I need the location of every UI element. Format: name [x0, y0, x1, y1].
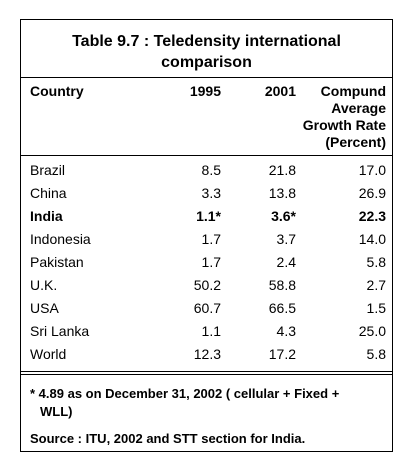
header-growth-line-3: Growth Rate [302, 117, 386, 133]
cell-growth: 1.5 [366, 300, 386, 316]
cell-2001: 58.8 [268, 277, 296, 293]
table-row: U.K. 50.2 58.8 2.7 [21, 274, 392, 297]
cell-1995: 12.3 [193, 346, 221, 362]
cell-growth: 14.0 [358, 231, 386, 247]
cell-growth: 5.8 [366, 254, 386, 270]
cell-2001: 66.5 [268, 300, 296, 316]
cell-2001: 4.3 [276, 323, 296, 339]
header-growth-rate: Compund Average Growth Rate (Percent) [279, 83, 386, 151]
cell-growth: 17.0 [358, 162, 386, 178]
table-title-line-2: comparison [161, 54, 252, 71]
table-row: India 1.1* 3.6* 22.3 [21, 205, 392, 228]
cell-2001: 17.2 [268, 346, 296, 362]
header-growth-line-4: (Percent) [325, 134, 386, 150]
cell-country: China [30, 185, 67, 201]
cell-1995: 1.7 [201, 254, 221, 270]
cell-1995: 1.1 [201, 323, 221, 339]
header-country: Country [30, 83, 84, 99]
cell-country: Indonesia [30, 231, 91, 247]
table-row: USA 60.7 66.5 1.5 [21, 297, 392, 320]
table-row: Sri Lanka 1.1 4.3 25.0 [21, 320, 392, 343]
table-row: World 12.3 17.2 5.8 [21, 343, 392, 366]
header-growth-line-1: Compund [320, 83, 386, 99]
header-divider [21, 155, 392, 156]
cell-country: Pakistan [30, 254, 84, 270]
title-divider [21, 77, 392, 78]
cell-1995: 60.7 [193, 300, 221, 316]
cell-1995: 8.5 [201, 162, 221, 178]
cell-country: World [30, 346, 67, 362]
cell-country: Sri Lanka [30, 323, 90, 339]
table-title: Table 9.7 : Teledensity international co… [21, 31, 392, 73]
cell-1995: 1.1* [196, 208, 221, 224]
cell-growth: 22.3 [358, 208, 386, 224]
table-frame: Table 9.7 : Teledensity international co… [20, 19, 393, 452]
header-1995: 1995 [189, 83, 221, 99]
table-row: China 3.3 13.8 26.9 [21, 182, 392, 205]
source-note: Source : ITU, 2002 and STT section for I… [30, 431, 306, 446]
footnote-line-1: * 4.89 as on December 31, 2002 ( cellula… [30, 386, 340, 401]
cell-country: Brazil [30, 162, 66, 178]
cell-2001: 13.8 [268, 185, 296, 201]
cell-1995: 50.2 [193, 277, 221, 293]
cell-growth: 25.0 [358, 323, 386, 339]
cell-country: USA [30, 300, 59, 316]
cell-country: India [30, 208, 63, 224]
cell-growth: 5.8 [366, 346, 386, 362]
cell-2001: 3.6* [271, 208, 296, 224]
header-2001: 2001 [264, 83, 296, 99]
footer-divider [21, 371, 392, 375]
cell-growth: 26.9 [358, 185, 386, 201]
cell-1995: 1.7 [201, 231, 221, 247]
table-row: Brazil 8.5 21.8 17.0 [21, 159, 392, 182]
header-growth-line-2: Average [331, 100, 386, 116]
cell-1995: 3.3 [201, 185, 221, 201]
table-row: Pakistan 1.7 2.4 5.8 [21, 251, 392, 274]
footnote-line-2: WLL) [40, 404, 73, 419]
table-row: Indonesia 1.7 3.7 14.0 [21, 228, 392, 251]
cell-2001: 2.4 [276, 254, 296, 270]
cell-growth: 2.7 [366, 277, 386, 293]
cell-country: U.K. [30, 277, 58, 293]
footnote: * 4.89 as on December 31, 2002 ( cellula… [30, 385, 385, 421]
table-title-line-1: Table 9.7 : Teledensity international [72, 33, 341, 50]
cell-2001: 3.7 [276, 231, 296, 247]
cell-2001: 21.8 [268, 162, 296, 178]
